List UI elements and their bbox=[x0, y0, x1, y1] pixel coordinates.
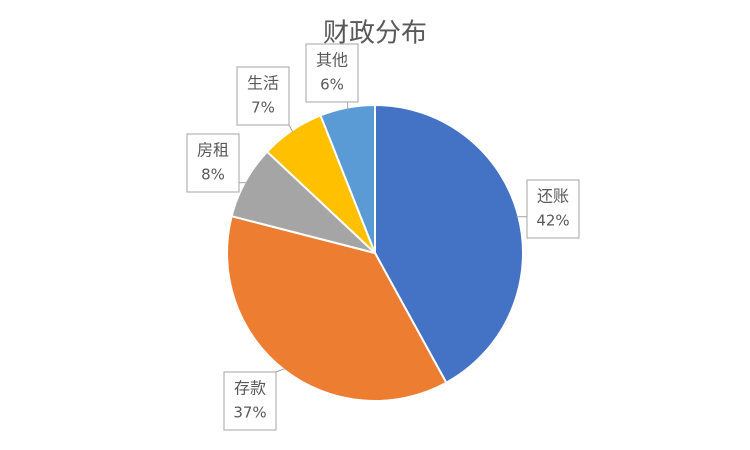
value-label: 6% bbox=[320, 76, 344, 94]
category-label: 生活 bbox=[247, 74, 279, 93]
leader-line bbox=[288, 124, 294, 133]
label-box bbox=[236, 66, 290, 126]
value-label: 8% bbox=[201, 166, 225, 184]
leader-line bbox=[275, 367, 286, 373]
pie-slice bbox=[226, 214, 448, 402]
value-label: 7% bbox=[251, 99, 275, 117]
category-label: 其他 bbox=[316, 51, 348, 70]
label-box bbox=[305, 43, 359, 103]
value-label: 42% bbox=[536, 212, 569, 230]
value-label: 37% bbox=[233, 404, 266, 422]
category-label: 房租 bbox=[197, 141, 229, 160]
label-box bbox=[186, 133, 240, 193]
label-box bbox=[223, 371, 277, 431]
category-label: 存款 bbox=[234, 379, 266, 398]
label-box bbox=[526, 179, 580, 239]
category-label: 还账 bbox=[537, 187, 569, 206]
